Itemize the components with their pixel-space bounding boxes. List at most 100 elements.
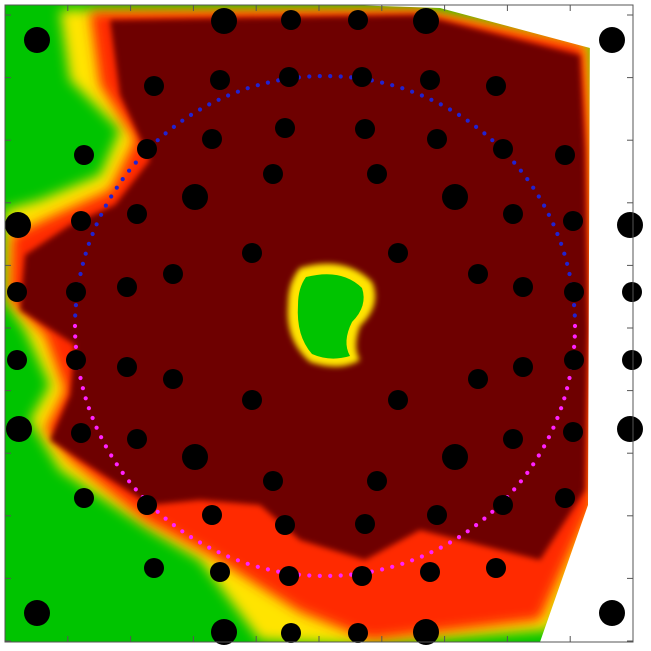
circle-dot — [235, 89, 240, 94]
circle-dot — [429, 550, 434, 555]
circle-dot — [180, 118, 185, 123]
electrode-marker — [71, 211, 91, 231]
electrode-marker — [622, 282, 642, 302]
circle-dot — [83, 396, 88, 401]
electrode-marker — [513, 277, 533, 297]
circle-dot — [559, 406, 564, 411]
circle-dot — [447, 540, 453, 545]
circle-dot — [536, 194, 541, 199]
circle-dot — [83, 251, 88, 256]
electrode-marker — [388, 243, 408, 263]
circle-dot — [133, 160, 138, 165]
circle-dot — [276, 78, 281, 83]
circle-dot — [216, 550, 221, 555]
circle-dot — [276, 569, 281, 574]
electrode-marker — [279, 67, 299, 87]
circle-dot — [490, 138, 495, 143]
circle-dot — [542, 203, 547, 208]
circle-dot — [546, 212, 552, 217]
circle-dot — [328, 74, 333, 79]
electrode-marker — [281, 10, 301, 30]
electrode-marker — [468, 264, 488, 284]
circle-dot — [542, 444, 547, 449]
circle-dot — [512, 487, 517, 492]
circle-dot — [465, 529, 470, 534]
circle-dot — [390, 83, 395, 88]
circle-dot — [109, 194, 114, 199]
circle-dot — [265, 80, 270, 85]
circle-dot — [482, 516, 487, 521]
circle-dot — [73, 303, 78, 308]
circle-dot — [531, 462, 536, 467]
circle-dot — [465, 118, 470, 123]
electrode-marker — [486, 76, 506, 96]
circle-dot — [94, 425, 99, 430]
circle-dot — [410, 89, 415, 94]
circle-dot — [562, 396, 567, 401]
circle-dot — [226, 554, 231, 559]
circle-dot — [447, 107, 453, 112]
circle-dot — [567, 271, 572, 277]
circle-dot — [551, 425, 556, 430]
circle-dot — [567, 375, 572, 381]
electrode-marker — [427, 129, 447, 149]
circle-dot — [80, 386, 85, 391]
electrode-marker — [263, 471, 283, 491]
heatmap-area — [5, 5, 633, 642]
circle-dot — [90, 231, 95, 237]
electrode-marker — [263, 164, 283, 184]
circle-dot — [338, 573, 343, 578]
electrode-marker — [127, 204, 147, 224]
electrode-marker — [210, 70, 230, 90]
electrode-marker — [71, 423, 91, 443]
electrode-marker — [617, 212, 643, 238]
circle-dot — [456, 535, 462, 540]
electrode-marker — [503, 204, 523, 224]
electrode-marker — [182, 444, 208, 470]
circle-dot — [99, 435, 104, 440]
electrode-marker — [503, 429, 523, 449]
electrode-marker — [352, 566, 372, 586]
circle-dot — [86, 406, 91, 411]
electrode-marker — [74, 145, 94, 165]
circle-dot — [307, 74, 312, 79]
electrode-marker — [242, 243, 262, 263]
mask-top-edge — [350, 5, 590, 48]
electrode-marker — [622, 350, 642, 370]
axis-ticks — [4, 5, 634, 642]
circle-dot — [525, 177, 530, 182]
circle-dot — [120, 470, 125, 475]
electrode-marker — [599, 600, 625, 626]
circle-dot — [400, 561, 405, 566]
circle-dot — [216, 97, 221, 102]
electrode-marker — [279, 566, 299, 586]
circle-dot — [127, 479, 132, 484]
circle-dot — [255, 564, 260, 569]
electrode-marker — [564, 282, 584, 302]
electrode-marker — [348, 10, 368, 30]
circle-dot — [99, 212, 104, 217]
circle-dot — [328, 573, 333, 579]
circle-dot — [109, 453, 114, 458]
circle-dot — [188, 535, 194, 540]
circle-dot — [207, 102, 212, 107]
circle-dot — [78, 375, 83, 381]
circle-dot — [86, 241, 91, 246]
circle-dot — [474, 523, 479, 528]
circle-dot — [171, 124, 176, 129]
electrode-marker — [137, 139, 157, 159]
circle-dot — [419, 93, 424, 98]
circle-dot — [572, 334, 577, 339]
electrode-marker — [202, 505, 222, 525]
center-hole — [297, 274, 364, 359]
circle-dot — [572, 344, 577, 349]
electrode-marker — [348, 623, 368, 643]
electrode-marker — [493, 139, 513, 159]
masked-region — [540, 5, 633, 642]
circle-dot — [525, 470, 530, 475]
circle-dot — [171, 523, 176, 528]
circle-dot — [482, 131, 487, 136]
circle-dot — [572, 323, 578, 329]
electrode-marker — [275, 515, 295, 535]
electrode-marker — [555, 488, 575, 508]
